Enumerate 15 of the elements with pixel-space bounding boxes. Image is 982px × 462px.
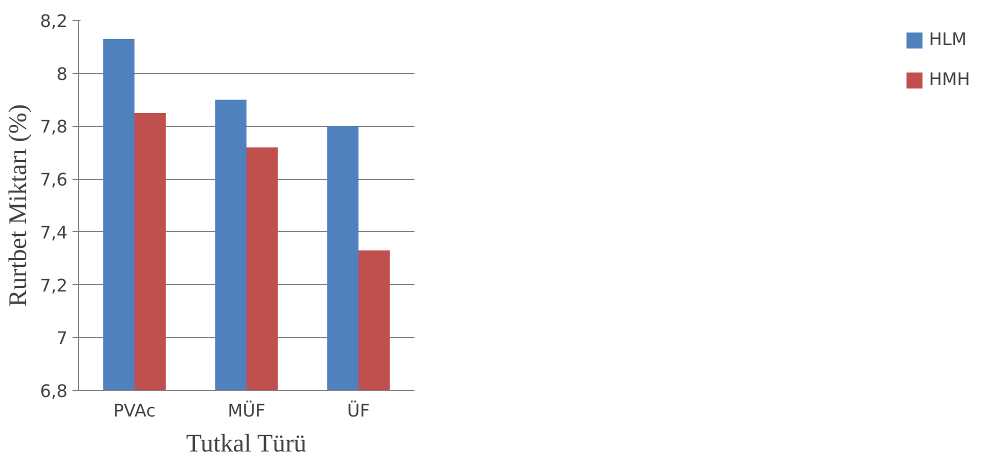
x-tick-label: MÜF — [228, 400, 266, 422]
y-tick-label: 7,6 — [40, 170, 68, 191]
legend-label: HLM — [928, 30, 967, 50]
y-tick-label: 8 — [56, 64, 68, 85]
y-tick-label: 8,2 — [40, 12, 68, 32]
y-tick-label: 6,8 — [40, 382, 68, 402]
y-tick-label: 7 — [56, 329, 68, 350]
y-tick-label: 7,4 — [40, 223, 68, 244]
legend-label: HMH — [928, 70, 970, 90]
y-tick-label: 7,2 — [40, 276, 68, 296]
x-tick-label: PVAc — [113, 402, 156, 422]
y-axis-title: Rurtbet Miktarı (%) — [4, 104, 32, 307]
x-axis-title: Tutkal Türü — [186, 430, 307, 458]
y-tick-label: 7,8 — [40, 118, 68, 138]
x-tick-label: ÜF — [347, 400, 370, 422]
